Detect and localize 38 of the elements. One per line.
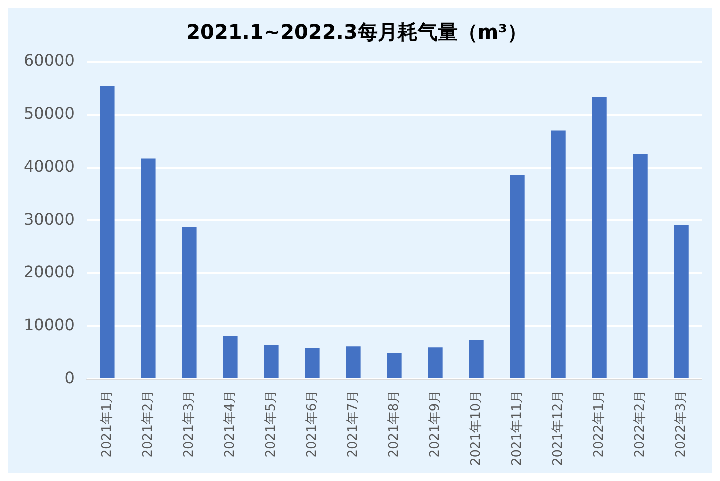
bar bbox=[469, 340, 484, 378]
bar bbox=[592, 97, 607, 378]
bar bbox=[428, 348, 443, 378]
y-tick-label: 30000 bbox=[24, 210, 75, 229]
bar bbox=[264, 346, 279, 378]
bar bbox=[346, 346, 361, 378]
x-tick-label: 2021年7月 bbox=[346, 390, 361, 458]
x-tick-label: 2021年2月 bbox=[140, 390, 156, 458]
x-tick-label: 2021年4月 bbox=[222, 390, 238, 458]
x-tick-label: 2021年10月 bbox=[468, 390, 484, 466]
y-tick-label: 40000 bbox=[24, 156, 75, 176]
x-tick-label: 2021年8月 bbox=[386, 390, 402, 458]
x-tick-label: 2022年1月 bbox=[592, 390, 607, 458]
bar bbox=[182, 227, 197, 378]
bar bbox=[100, 86, 115, 378]
y-tick-label: 0 bbox=[64, 368, 75, 388]
bar bbox=[551, 130, 566, 378]
bar bbox=[633, 154, 648, 378]
x-tick-label: 2021年11月 bbox=[510, 390, 525, 466]
chart-title: 2021.1~2022.3每月耗气量（m³） bbox=[186, 20, 528, 44]
bar bbox=[387, 353, 402, 378]
y-tick-label: 50000 bbox=[24, 104, 75, 124]
x-tick-label: 2021年6月 bbox=[304, 390, 320, 458]
x-tick-label: 2022年2月 bbox=[632, 390, 648, 458]
bar bbox=[510, 175, 525, 378]
x-tick-label: 2021年3月 bbox=[182, 390, 197, 458]
y-tick-label: 60000 bbox=[24, 51, 75, 70]
x-tick-label: 2021年1月 bbox=[100, 390, 115, 458]
bar bbox=[141, 158, 156, 378]
x-tick-label: 2021年5月 bbox=[264, 390, 279, 458]
y-tick-label: 20000 bbox=[24, 262, 75, 282]
bar bbox=[674, 225, 689, 378]
x-tick-label: 2021年12月 bbox=[550, 390, 566, 466]
x-tick-label: 2022年3月 bbox=[674, 390, 689, 458]
x-tick-label: 2021年9月 bbox=[428, 390, 443, 458]
bar bbox=[223, 336, 238, 378]
bar bbox=[305, 348, 320, 378]
y-tick-label: 10000 bbox=[24, 316, 75, 335]
